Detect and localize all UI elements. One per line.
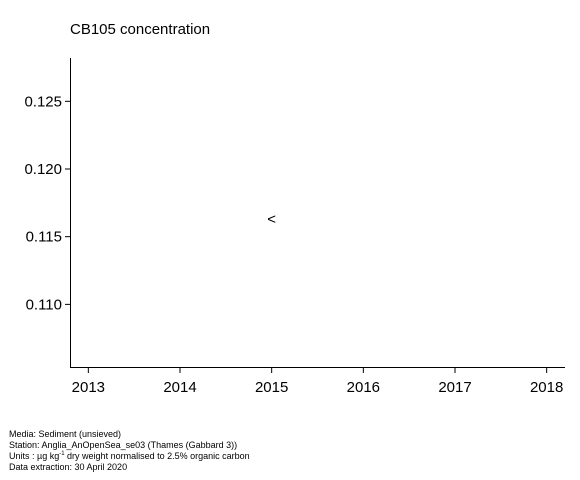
data-point-less-than: < [267,211,276,228]
y-tick-label: 0.120 [24,161,62,178]
x-tick-label: 2015 [255,379,288,396]
units-superscript: -1 [59,451,65,457]
chart-title: CB105 concentration [70,21,210,38]
units-prefix: Units : µg kg [9,451,60,461]
x-tick-label: 2013 [72,379,105,396]
x-axis-ticks: 2013 2014 2015 2016 2017 2018 [72,368,563,396]
x-tick-label: 2018 [530,379,563,396]
y-tick-label: 0.110 [26,296,62,313]
footnote-station: Station: Anglia_AnOpenSea_se03 (Thames (… [9,440,238,450]
footnote-media: Media: Sediment (unsieved) [9,429,122,439]
y-tick-label: 0.125 [24,93,62,110]
y-axis-ticks: 0.110 0.115 0.120 0.125 [24,93,70,313]
x-tick-label: 2017 [438,379,471,396]
x-tick-label: 2016 [347,379,380,396]
footnote-units: Units : µg kg-1 dry weight normalised to… [9,451,250,462]
x-tick-label: 2014 [163,379,196,396]
data-points: < [267,211,276,228]
y-tick-label: 0.115 [26,229,62,246]
units-suffix: dry weight normalised to 2.5% organic ca… [64,451,250,461]
footnote-extraction: Data extraction: 30 April 2020 [9,462,128,472]
